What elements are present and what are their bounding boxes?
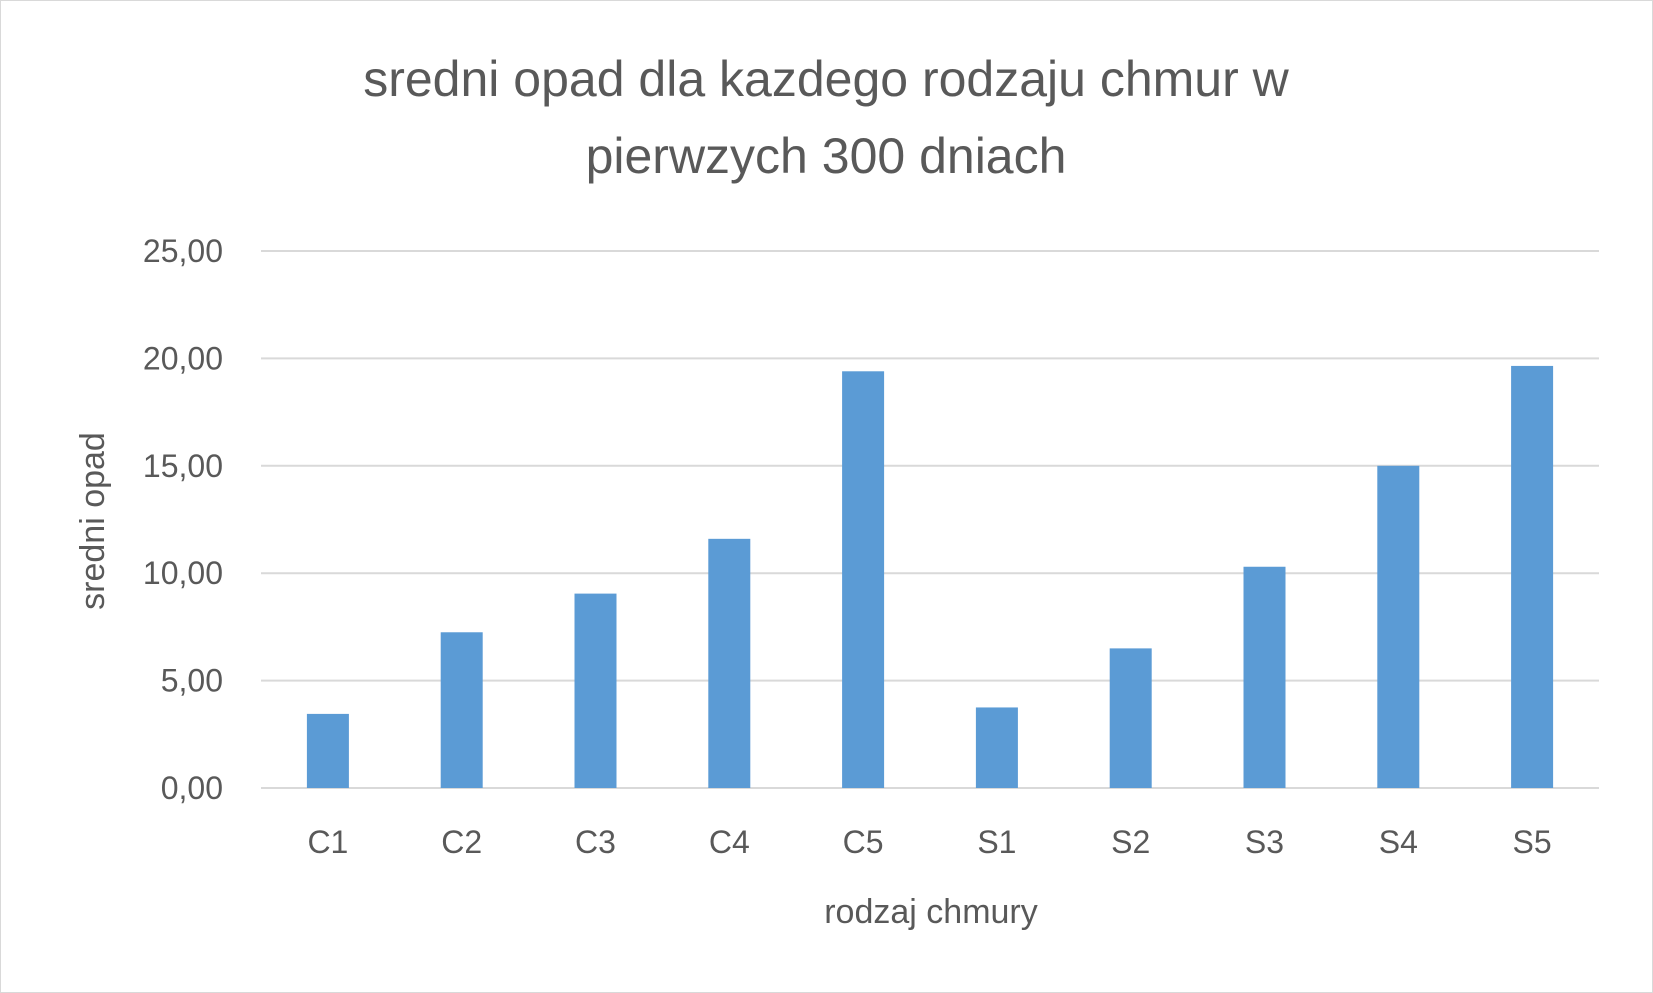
x-tick-label-c4: C4 [709, 824, 750, 860]
bar-s3 [1243, 566, 1286, 788]
bar-c4 [708, 538, 751, 788]
x-tick-label-s5: S5 [1513, 824, 1552, 860]
bar-s4 [1377, 465, 1420, 788]
y-tick-label: 0,00 [161, 770, 223, 806]
y-tick-label: 20,00 [143, 340, 223, 376]
x-tick-label-c3: C3 [575, 824, 616, 860]
y-tick-label: 5,00 [161, 663, 223, 699]
y-axis-tick-labels: 0,00 5,00 10,00 15,00 20,00 25,00 [143, 233, 223, 806]
bars [306, 365, 1554, 788]
bar-c1 [306, 713, 349, 788]
x-tick-label-c1: C1 [307, 824, 348, 860]
gridlines [261, 250, 1599, 789]
bar-c2 [440, 632, 483, 788]
y-tick-label: 10,00 [143, 555, 223, 591]
y-tick-label: 15,00 [143, 448, 223, 484]
x-tick-label-c5: C5 [843, 824, 884, 860]
bar-s2 [1109, 648, 1152, 788]
bar-c5 [842, 371, 885, 788]
y-axis-title: sredni opad [74, 432, 112, 610]
chart-title: sredni opad dla kazdego rodzaju chmur w … [363, 51, 1289, 184]
bar-c3 [574, 593, 617, 788]
chart-title-line-2: pierwzych 300 dniach [586, 128, 1067, 184]
bar-s1 [975, 707, 1018, 788]
chart-title-line-1: sredni opad dla kazdego rodzaju chmur w [363, 51, 1289, 107]
x-tick-label-s4: S4 [1379, 824, 1418, 860]
x-tick-label-s1: S1 [977, 824, 1016, 860]
x-axis-tick-labels: C1 C2 C3 C4 C5 S1 S2 S3 S4 S5 [307, 824, 1551, 860]
x-tick-label-s3: S3 [1245, 824, 1284, 860]
bar-s5 [1511, 365, 1554, 788]
x-tick-label-s2: S2 [1111, 824, 1150, 860]
x-axis-title: rodzaj chmury [824, 893, 1038, 931]
x-tick-label-c2: C2 [441, 824, 482, 860]
y-tick-label: 25,00 [143, 233, 223, 269]
